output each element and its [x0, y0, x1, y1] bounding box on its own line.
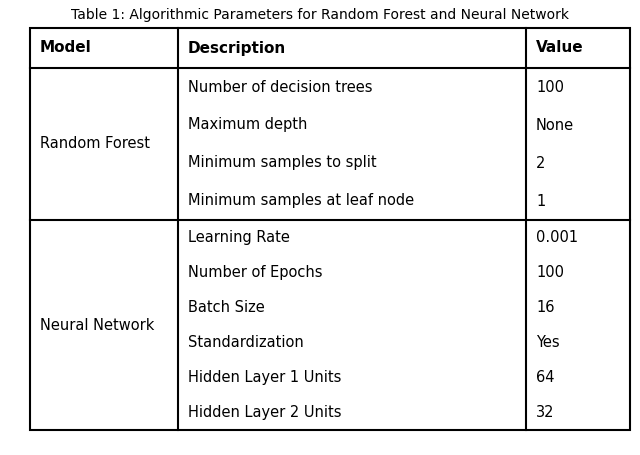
Text: 100: 100	[536, 80, 564, 95]
Text: Maximum depth: Maximum depth	[188, 117, 307, 132]
Text: 100: 100	[536, 265, 564, 280]
Text: Minimum samples to split: Minimum samples to split	[188, 156, 376, 171]
Text: Number of decision trees: Number of decision trees	[188, 80, 372, 95]
Text: Model: Model	[40, 40, 92, 56]
Text: 1: 1	[536, 193, 545, 208]
Text: Learning Rate: Learning Rate	[188, 230, 290, 245]
Text: 32: 32	[536, 405, 554, 420]
Text: None: None	[536, 117, 574, 132]
Text: Yes: Yes	[536, 335, 559, 350]
Text: Batch Size: Batch Size	[188, 300, 265, 315]
Bar	[30, 28, 630, 430]
Text: Minimum samples at leaf node: Minimum samples at leaf node	[188, 193, 414, 208]
Text: Table 1: Algorithmic Parameters for Random Forest and Neural Network: Table 1: Algorithmic Parameters for Rand…	[71, 8, 569, 22]
Text: Description: Description	[188, 40, 286, 56]
Text: Value: Value	[536, 40, 584, 56]
Text: 16: 16	[536, 300, 554, 315]
Text: Hidden Layer 2 Units: Hidden Layer 2 Units	[188, 405, 342, 420]
Text: 2: 2	[536, 156, 545, 171]
Text: 64: 64	[536, 370, 554, 385]
Text: 0.001: 0.001	[536, 230, 578, 245]
Text: Random Forest: Random Forest	[40, 136, 150, 152]
Text: Number of Epochs: Number of Epochs	[188, 265, 323, 280]
Text: Hidden Layer 1 Units: Hidden Layer 1 Units	[188, 370, 341, 385]
Text: Neural Network: Neural Network	[40, 318, 154, 333]
Text: Standardization: Standardization	[188, 335, 304, 350]
